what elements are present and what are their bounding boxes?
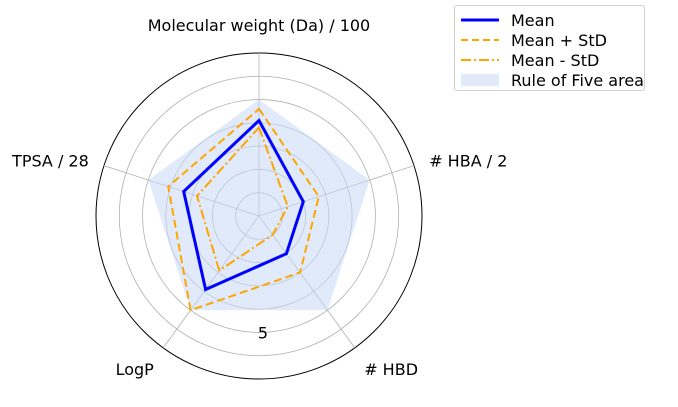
legend-swatch-rule-of-five bbox=[461, 70, 499, 90]
label-layer: Molecular weight (Da) / 100 # HBA / 2 # HB… bbox=[11, 16, 507, 379]
legend-item-rule-of-five: Rule of Five area bbox=[461, 70, 644, 90]
legend-item-mean: Mean bbox=[461, 10, 555, 30]
legend-label-rule-of-five: Rule of Five area bbox=[511, 70, 644, 90]
axis-label-hbd: # HBD bbox=[364, 360, 418, 379]
series-line-mean bbox=[182, 118, 305, 292]
radial-tick-label-5: 5 bbox=[258, 323, 268, 342]
axis-label-hba-2: # HBA / 2 bbox=[429, 152, 507, 171]
legend-item-mean-plus-std: Mean + StD bbox=[461, 30, 607, 50]
legend: Mean Mean + StD Mean - StD Rule of Five … bbox=[454, 5, 645, 91]
legend-label-mean-minus-std: Mean - StD bbox=[511, 50, 600, 70]
axis-label-tpsa-28: TPSA / 28 bbox=[11, 152, 89, 171]
axis-label-logp: LogP bbox=[116, 360, 155, 379]
axis-label-molecular-weight-da-100: Molecular weight (Da) / 100 bbox=[148, 16, 370, 35]
series-area-rule-of-five-area bbox=[148, 99, 370, 311]
area-layer bbox=[148, 99, 370, 311]
legend-label-mean: Mean bbox=[511, 10, 555, 30]
legend-item-mean-minus-std: Mean - StD bbox=[461, 50, 599, 70]
legend-swatch-mean-minus-std bbox=[461, 50, 499, 70]
series-line-mean-std bbox=[167, 107, 320, 312]
series-line-mean-std bbox=[195, 125, 289, 273]
legend-label-mean-plus-std: Mean + StD bbox=[511, 30, 607, 50]
line-layer bbox=[167, 107, 320, 312]
legend-swatch-mean-plus-std bbox=[461, 30, 499, 50]
legend-swatch-mean bbox=[461, 10, 499, 30]
